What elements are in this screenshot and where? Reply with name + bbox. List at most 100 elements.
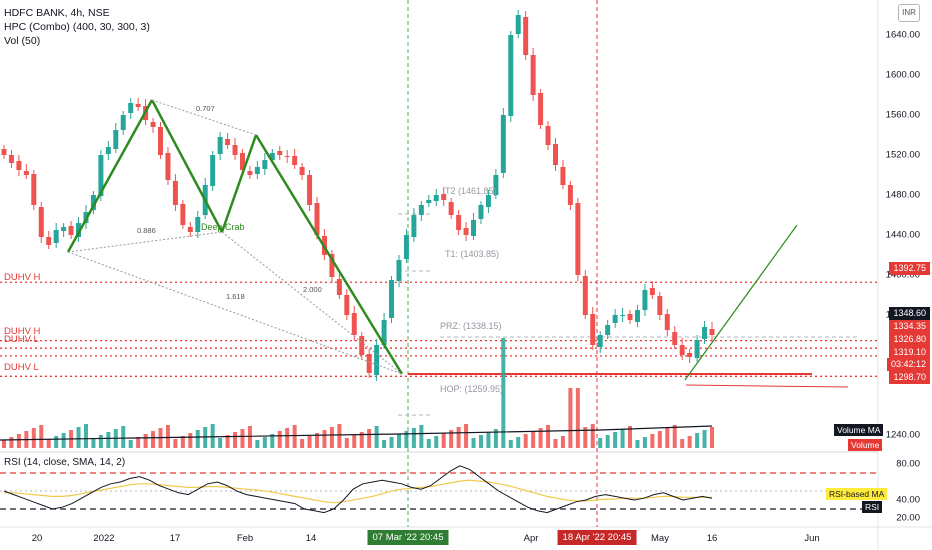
price-tag: 1326.80 bbox=[889, 333, 930, 346]
candle-body bbox=[195, 217, 201, 232]
candle-body bbox=[612, 315, 618, 323]
volume-bar bbox=[426, 439, 431, 448]
rsi-legend[interactable]: RSI (14, close, SMA, 14, 2) bbox=[4, 457, 126, 468]
volume-bar bbox=[210, 424, 215, 448]
candle-body bbox=[485, 195, 491, 207]
candle-body bbox=[396, 260, 402, 281]
candle-body bbox=[471, 220, 477, 236]
volume-bar bbox=[456, 427, 461, 448]
indicator-volume[interactable]: Vol (50) bbox=[4, 35, 41, 47]
candle-body bbox=[627, 314, 633, 320]
candle-body bbox=[98, 155, 104, 196]
pattern-name: Deep Crab bbox=[201, 222, 245, 232]
pattern-ratio-line bbox=[67, 231, 223, 253]
candles bbox=[1, 10, 715, 381]
volume-bar bbox=[322, 430, 327, 448]
candle-body bbox=[150, 122, 156, 127]
price-tag: 1348.60 bbox=[889, 307, 930, 320]
candle-body bbox=[500, 115, 506, 173]
volume-bar bbox=[337, 424, 342, 448]
candle-body bbox=[187, 227, 193, 232]
volume-bar bbox=[277, 431, 282, 448]
pattern-ratio: 2.000 bbox=[303, 285, 322, 294]
pattern-leg bbox=[220, 134, 258, 233]
candle-body bbox=[225, 139, 231, 145]
level-label: DUHV H bbox=[4, 272, 41, 283]
volume-bar bbox=[516, 437, 521, 448]
level-label: DUHV L bbox=[4, 362, 39, 373]
volume-bar bbox=[121, 426, 126, 448]
volume-bar bbox=[76, 427, 81, 448]
volume-bar bbox=[165, 425, 170, 448]
candle-body bbox=[113, 130, 119, 149]
volume-bar bbox=[136, 437, 141, 448]
volume-bar bbox=[523, 434, 528, 448]
volume-bar bbox=[352, 435, 357, 448]
volume-bar bbox=[344, 438, 349, 448]
volume-bar bbox=[665, 428, 670, 448]
time-axis-highlight: 18 Apr '22 20:45 bbox=[557, 530, 637, 545]
volume-bar bbox=[642, 437, 647, 448]
price-axis-tick: 1480.00 bbox=[885, 189, 920, 201]
candle-body bbox=[605, 325, 611, 335]
volume-bar bbox=[39, 425, 44, 448]
candle-body bbox=[16, 161, 22, 170]
rsi-axis-tick: 20.00 bbox=[896, 512, 920, 524]
volume-bar bbox=[195, 430, 200, 448]
pattern-target: PRZ: (1338.15) bbox=[440, 321, 502, 331]
candle-body bbox=[262, 160, 268, 169]
volume-bar bbox=[449, 430, 454, 448]
candle-body bbox=[679, 345, 685, 355]
candle-body bbox=[31, 174, 37, 205]
candle-body bbox=[254, 167, 260, 174]
candle-body bbox=[366, 354, 372, 373]
pattern-leg bbox=[150, 99, 224, 233]
candle-body bbox=[709, 329, 715, 335]
volume-bar bbox=[560, 436, 565, 448]
level-lines bbox=[0, 213, 878, 416]
candle-body bbox=[418, 205, 424, 215]
price-tag: 1392.75 bbox=[889, 262, 930, 275]
indicator-label-rsi: RSI bbox=[862, 501, 883, 513]
candle-body bbox=[582, 276, 588, 315]
pattern-ratio: 0.707 bbox=[196, 104, 215, 113]
candle-body bbox=[165, 153, 171, 180]
time-axis-tick: 16 bbox=[706, 533, 718, 544]
candle-body bbox=[8, 155, 14, 163]
pattern-ratio: 1.618 bbox=[226, 292, 245, 301]
volume-bar bbox=[538, 428, 543, 448]
candle-body bbox=[552, 144, 558, 165]
candle-body bbox=[180, 204, 186, 225]
volume-bar bbox=[575, 388, 580, 448]
volume-bar bbox=[404, 431, 409, 448]
volume-bar bbox=[374, 426, 379, 448]
candle-body bbox=[567, 185, 573, 205]
candle-body bbox=[299, 167, 305, 175]
candle-body bbox=[158, 127, 164, 155]
candle-body bbox=[649, 288, 655, 295]
volume-bar bbox=[605, 435, 610, 448]
chart-legend: HDFC BANK, 4h, NSE HPC (Combo) (400, 30,… bbox=[4, 6, 150, 48]
price-axis-tick: 1520.00 bbox=[885, 149, 920, 161]
volume-bar bbox=[486, 432, 491, 448]
volume-bar bbox=[471, 438, 476, 448]
volume-bar bbox=[31, 428, 36, 448]
indicator-hpc[interactable]: HPC (Combo) (400, 30, 300, 3) bbox=[4, 21, 150, 33]
candle-body bbox=[515, 15, 521, 34]
time-axis-tick: Jun bbox=[804, 533, 820, 544]
candle-body bbox=[687, 353, 693, 357]
volume-bar bbox=[620, 429, 625, 448]
candle-body bbox=[105, 147, 111, 154]
volume-bar bbox=[441, 433, 446, 448]
volume-bar bbox=[180, 436, 185, 448]
price-axis-tick: 1600.00 bbox=[885, 69, 920, 81]
candle-body bbox=[575, 203, 581, 275]
candle-body bbox=[23, 171, 29, 175]
level-label: DUHV L bbox=[4, 334, 39, 345]
currency-button[interactable]: INR bbox=[898, 4, 920, 22]
pattern-target: T1: (1403.85) bbox=[445, 249, 500, 259]
price-axis-tick: 1440.00 bbox=[885, 229, 920, 241]
level-label: DUHV H bbox=[4, 326, 41, 337]
